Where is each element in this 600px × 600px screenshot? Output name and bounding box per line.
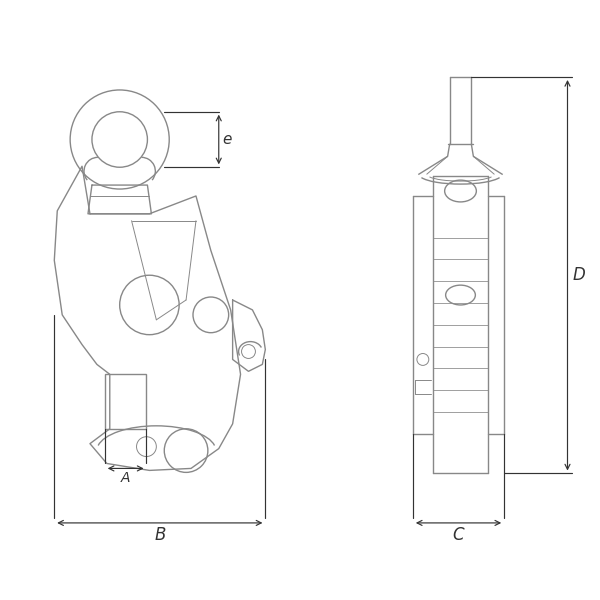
- Text: e: e: [222, 132, 232, 147]
- Text: A: A: [121, 472, 130, 485]
- Text: D: D: [573, 266, 586, 284]
- Text: B: B: [154, 526, 166, 544]
- Text: C: C: [453, 526, 464, 544]
- Bar: [105, 374, 146, 429]
